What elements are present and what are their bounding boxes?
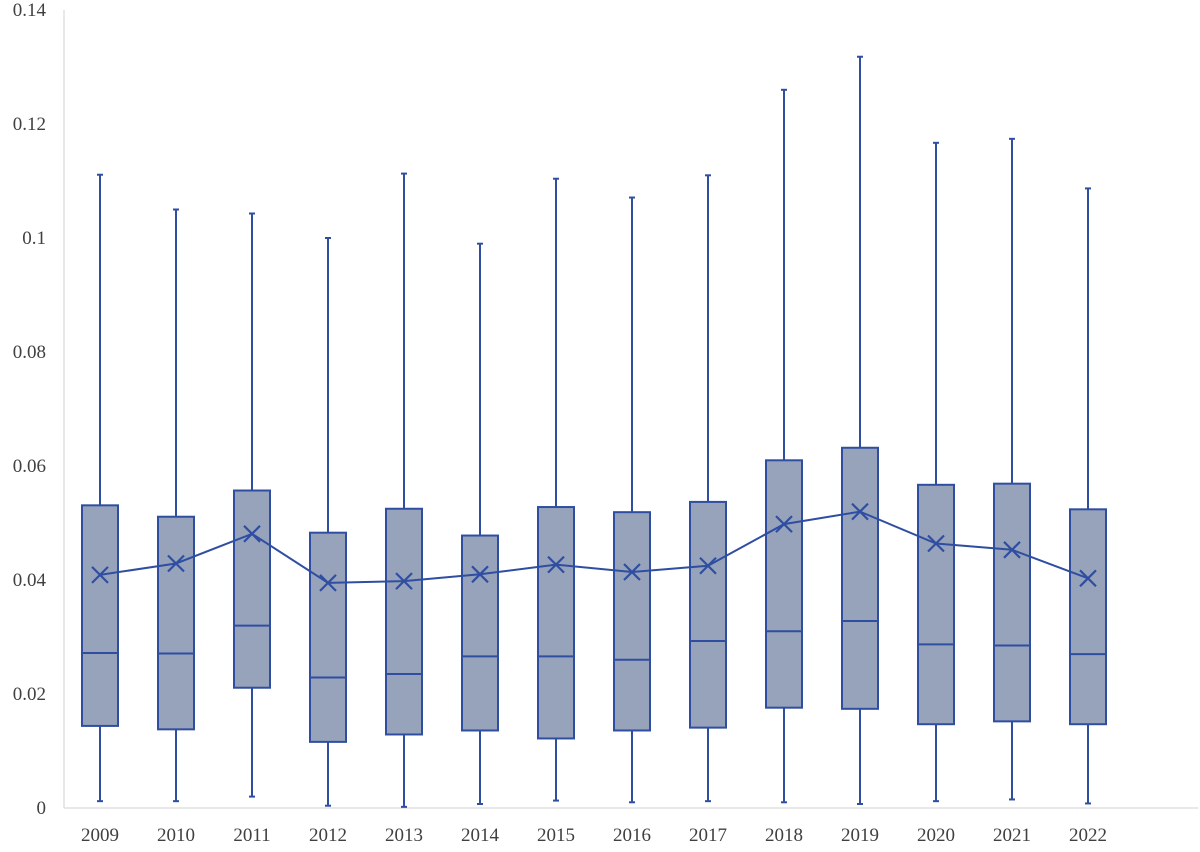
x-tick-label: 2014: [461, 825, 500, 846]
iqr-box: [613, 511, 651, 732]
box-2015: [537, 177, 575, 802]
box-2011: [233, 212, 271, 798]
box-2020: [917, 141, 955, 803]
x-tick-label: 2016: [613, 825, 651, 846]
x-tick-label: 2019: [841, 825, 879, 846]
mean-marker: [623, 563, 641, 581]
mean-marker: [699, 556, 717, 575]
y-tick-label: 0: [37, 798, 47, 819]
mean-marker: [319, 574, 337, 592]
x-tick-label: 2022: [1069, 825, 1107, 846]
iqr-box: [537, 506, 575, 740]
x-tick-label: 2018: [765, 825, 803, 846]
x-tick-label: 2017: [689, 825, 727, 846]
iqr-box: [309, 531, 347, 743]
box-2017: [689, 174, 727, 803]
iqr-box: [917, 483, 955, 726]
y-tick-label: 0.06: [13, 456, 46, 477]
iqr-box: [157, 515, 195, 731]
y-tick-label: 0.12: [13, 114, 46, 135]
y-tick-label: 0.14: [13, 0, 47, 21]
iqr-box: [689, 500, 727, 729]
iqr-box: [993, 482, 1031, 723]
mean-marker: [1003, 541, 1021, 559]
x-tick-label: 2012: [309, 825, 347, 846]
x-tick-label: 2021: [993, 825, 1031, 846]
mean-marker: [243, 525, 261, 543]
iqr-box: [81, 504, 119, 727]
mean-line: [99, 510, 1089, 584]
x-tick-label: 2013: [385, 825, 423, 846]
x-tick-label: 2015: [537, 825, 575, 846]
box-2009: [81, 173, 119, 803]
box-2019: [841, 55, 879, 806]
mean-marker: [775, 515, 793, 533]
iqr-box: [385, 507, 423, 736]
box-2016: [613, 196, 651, 804]
iqr-box: [841, 446, 879, 710]
mean-marker: [1079, 569, 1097, 588]
box-2014: [461, 242, 499, 806]
mean-marker: [91, 566, 109, 584]
box-2022: [1069, 187, 1107, 805]
iqr-box: [765, 459, 803, 709]
mean-marker: [471, 565, 489, 584]
x-tick-label: 2011: [233, 825, 270, 846]
y-tick-label: 0.04: [13, 570, 47, 591]
mean-marker: [395, 572, 413, 590]
box-2018: [765, 88, 803, 804]
box-2013: [385, 172, 423, 808]
mean-marker: [167, 554, 185, 573]
x-tick-label: 2010: [157, 825, 195, 846]
x-tick-label: 2020: [917, 825, 955, 846]
mean-marker: [851, 502, 869, 521]
iqr-box: [1069, 508, 1107, 726]
iqr-box: [461, 534, 499, 732]
box-series: [81, 55, 1107, 808]
y-tick-label: 0.08: [13, 342, 46, 363]
y-tick-label: 0.02: [13, 684, 46, 705]
y-tick-label: 0.1: [22, 228, 46, 249]
mean-series: [91, 502, 1097, 592]
x-axis: 2009 2010 2011 2012 2013 2014 2015 2016 2017 2018…: [64, 807, 1198, 846]
x-tick-label: 2009: [81, 825, 119, 846]
mean-marker: [547, 555, 565, 574]
iqr-box: [233, 489, 271, 689]
box-2010: [157, 208, 195, 803]
y-axis: 0 0.02 0.04 0.06 0.08 0.1 0.12 0.14: [13, 0, 65, 819]
mean-marker: [927, 534, 945, 553]
box-2012: [309, 237, 347, 807]
box-2021: [993, 137, 1031, 801]
